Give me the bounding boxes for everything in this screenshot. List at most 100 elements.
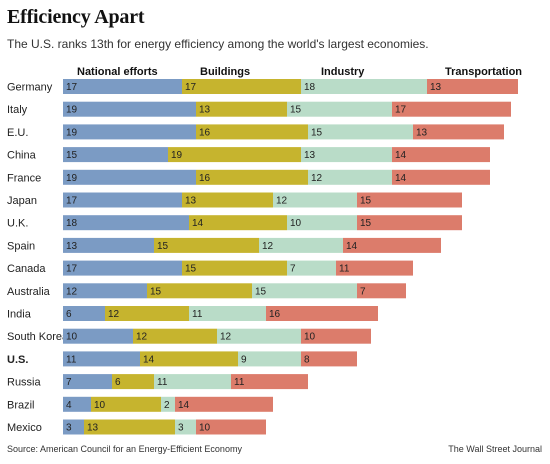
bar-south-korea-transportation (301, 328, 371, 344)
value-label-india-buildings: 12 (108, 309, 120, 320)
bar-russia-buildings (112, 374, 154, 390)
bar-brazil-transportation (175, 396, 273, 412)
value-label-australia-national-efforts: 12 (66, 286, 78, 297)
row-label-canada: Canada (7, 263, 46, 275)
bar-japan-national-efforts (63, 192, 182, 208)
bar-mexico-national-efforts (63, 419, 84, 435)
value-label-germany-buildings: 17 (185, 82, 197, 93)
bar-france-buildings (196, 169, 308, 185)
series-header-industry: Industry (321, 66, 365, 78)
bar-u-k-transportation (357, 215, 462, 231)
value-label-france-buildings: 16 (199, 173, 211, 184)
value-label-australia-buildings: 15 (150, 286, 162, 297)
row-label-u-k: U.K. (7, 218, 28, 230)
bar-china-transportation (392, 147, 490, 163)
value-label-france-transportation: 14 (395, 173, 407, 184)
value-label-italy-industry: 15 (290, 105, 302, 116)
row-label-china: China (7, 150, 37, 162)
bar-mexico-industry (175, 419, 196, 435)
value-label-russia-industry: 11 (157, 377, 168, 388)
bar-u-s-industry (238, 351, 301, 367)
value-label-canada-buildings: 15 (185, 264, 197, 275)
bar-south-korea-national-efforts (63, 328, 133, 344)
row-label-japan: Japan (7, 195, 37, 207)
bar-china-industry (301, 147, 392, 163)
bar-canada-industry (287, 260, 336, 276)
publisher-credit: The Wall Street Journal (448, 444, 542, 454)
bar-india-national-efforts (63, 306, 105, 321)
value-label-germany-industry: 18 (304, 82, 316, 93)
value-label-india-industry: 11 (192, 309, 203, 320)
series-header-transportation: Transportation (445, 66, 523, 78)
value-label-russia-transportation: 11 (234, 377, 245, 388)
value-label-u-k-industry: 10 (290, 218, 302, 229)
value-label-brazil-industry: 2 (164, 400, 170, 411)
value-label-e-u-transportation: 13 (416, 127, 428, 138)
bar-canada-transportation (336, 260, 413, 276)
bar-china-buildings (168, 147, 301, 163)
value-label-italy-transportation: 17 (395, 105, 407, 116)
value-label-e-u-industry: 15 (311, 127, 323, 138)
row-label-germany: Germany (7, 82, 53, 94)
value-label-spain-buildings: 15 (157, 241, 169, 252)
value-label-brazil-buildings: 10 (94, 400, 106, 411)
bar-germany-industry (301, 79, 427, 94)
row-label-mexico: Mexico (7, 422, 42, 434)
bar-australia-industry (252, 283, 357, 299)
series-header-buildings: Buildings (200, 66, 251, 78)
value-label-e-u-buildings: 16 (199, 127, 211, 138)
value-label-india-national-efforts: 6 (66, 309, 72, 320)
bar-japan-industry (273, 192, 357, 208)
bar-u-s-transportation (301, 351, 357, 367)
series-header-national-efforts: National efforts (77, 66, 158, 78)
value-label-japan-industry: 12 (276, 196, 288, 207)
value-label-u-s-national-efforts: 11 (66, 354, 77, 365)
value-label-russia-buildings: 6 (115, 377, 121, 388)
value-label-france-industry: 12 (311, 173, 323, 184)
bar-australia-national-efforts (63, 283, 147, 299)
bar-russia-transportation (231, 374, 308, 390)
value-label-brazil-transportation: 14 (178, 400, 190, 411)
row-label-india: India (7, 309, 32, 321)
bar-u-s-national-efforts (63, 351, 140, 367)
bar-u-k-industry (287, 215, 357, 231)
bar-france-industry (308, 169, 392, 185)
value-label-u-s-transportation: 8 (304, 354, 310, 365)
bar-u-k-national-efforts (63, 215, 189, 231)
value-label-mexico-national-efforts: 3 (66, 423, 72, 434)
value-label-china-national-efforts: 15 (66, 150, 78, 161)
bar-india-buildings (105, 306, 189, 321)
bar-brazil-national-efforts (63, 396, 91, 412)
value-label-australia-transportation: 7 (360, 286, 366, 297)
bar-germany-national-efforts (63, 79, 182, 94)
row-label-spain: Spain (7, 240, 35, 252)
value-label-spain-transportation: 14 (346, 241, 358, 252)
value-label-japan-transportation: 15 (360, 196, 372, 207)
bar-australia-transportation (357, 283, 406, 299)
value-label-mexico-industry: 3 (178, 423, 184, 434)
bar-italy-national-efforts (63, 101, 196, 117)
bar-mexico-buildings (84, 419, 175, 435)
value-label-italy-national-efforts: 19 (66, 105, 78, 116)
value-label-canada-transportation: 11 (339, 264, 350, 275)
value-label-china-industry: 13 (304, 150, 316, 161)
bar-italy-buildings (196, 101, 287, 117)
value-label-south-korea-transportation: 10 (304, 332, 316, 343)
value-label-south-korea-national-efforts: 10 (66, 332, 78, 343)
bar-russia-industry (154, 374, 231, 390)
bar-japan-transportation (357, 192, 462, 208)
value-label-japan-buildings: 13 (185, 196, 197, 207)
bar-u-s-buildings (140, 351, 238, 367)
bar-u-k-buildings (189, 215, 287, 231)
bar-brazil-industry (161, 396, 175, 412)
bar-germany-transportation (427, 79, 518, 94)
row-label-russia: Russia (7, 377, 42, 389)
chart-title: Efficiency Apart (7, 6, 145, 28)
row-label-italy: Italy (7, 104, 28, 116)
value-label-japan-national-efforts: 17 (66, 196, 78, 207)
value-label-italy-buildings: 13 (199, 105, 211, 116)
value-label-canada-national-efforts: 17 (66, 264, 78, 275)
row-label-e-u: E.U. (7, 127, 28, 139)
bar-italy-transportation (392, 101, 511, 117)
value-label-russia-national-efforts: 7 (66, 377, 72, 388)
